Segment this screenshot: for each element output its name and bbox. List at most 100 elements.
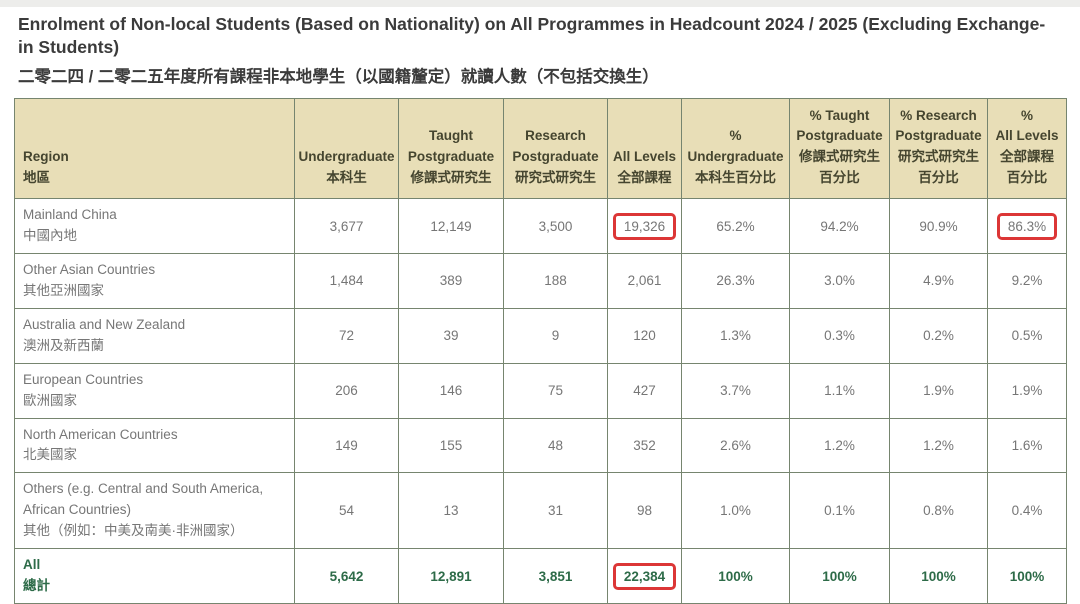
highlight-box: 86.3% <box>996 212 1058 240</box>
region-name-en: Other Asian Countries <box>23 262 156 278</box>
column-header-taught-postgraduate: Taught Postgraduate 修課式研究生 <box>398 98 504 200</box>
highlight-box: 19,326 <box>612 212 677 240</box>
column-header-pct-research-postgraduate: % Research Postgraduate 研究式研究生 百分比 <box>889 98 988 200</box>
column-header-pct-all-levels: % All Levels 全部課程 百分比 <box>987 98 1067 200</box>
column-header-region: Region 地區 <box>14 98 295 200</box>
value-cell: 0.3% <box>789 307 890 364</box>
value-cell: 1.9% <box>987 362 1067 419</box>
column-header-all-levels: All Levels 全部課程 <box>607 98 682 200</box>
value-cell: 0.5% <box>987 307 1067 364</box>
column-header-label-en: % Taught Postgraduate <box>796 107 883 144</box>
column-header-label-zh: 本科生 <box>326 170 367 186</box>
value-cell: 1.6% <box>987 417 1067 474</box>
value-cell: 352 <box>607 417 682 474</box>
value-cell: 31 <box>503 472 608 550</box>
value-cell: 1.2% <box>789 417 890 474</box>
region-cell: Other Asian Countries 其他亞洲國家 <box>14 253 295 309</box>
header-row: Region 地區 Undergraduate 本科生 Taught Postg… <box>14 98 1067 200</box>
value-cell: 100% <box>889 548 988 604</box>
value-cell: 100% <box>987 548 1067 604</box>
value-cell: 389 <box>398 253 504 309</box>
value-cell: 100% <box>789 548 890 604</box>
value-cell: 94.2% <box>789 198 890 255</box>
region-name-en: Australia and New Zealand <box>23 316 186 332</box>
value-cell: 2.6% <box>681 417 790 474</box>
region-name-en: All <box>23 557 41 573</box>
value-cell: 75 <box>503 362 608 419</box>
region-name-zh: 中國內地 <box>23 228 77 244</box>
value-cell: 3,500 <box>503 198 608 255</box>
title-block: Enrolment of Non-local Students (Based o… <box>0 7 1080 87</box>
enrolment-table: Region 地區 Undergraduate 本科生 Taught Postg… <box>14 98 1067 604</box>
column-header-label-en: Region <box>23 149 69 165</box>
value-cell: 9 <box>503 307 608 364</box>
table-row-mainland-china: Mainland China 中國內地 3,677 12,149 3,500 1… <box>14 198 1067 255</box>
value-cell: 1.1% <box>789 362 890 419</box>
region-name-zh: 歐洲國家 <box>23 392 77 408</box>
table-row-other-asian: Other Asian Countries 其他亞洲國家 1,484 389 1… <box>14 253 1067 309</box>
region-name-zh: 北美國家 <box>23 447 77 463</box>
region-name-zh: 其他亞洲國家 <box>23 282 104 298</box>
value-cell: 86.3% <box>987 198 1067 255</box>
value-cell: 0.8% <box>889 472 988 550</box>
column-header-research-postgraduate: Research Postgraduate 研究式研究生 <box>503 98 608 200</box>
value-cell: 54 <box>294 472 399 550</box>
value-cell: 12,149 <box>398 198 504 255</box>
column-header-label-en: % All Levels <box>995 107 1059 144</box>
value-cell: 0.1% <box>789 472 890 550</box>
column-header-label-zh: 全部課程 <box>617 170 672 186</box>
value-cell: 1.9% <box>889 362 988 419</box>
value-cell: 1.2% <box>889 417 988 474</box>
value-cell: 3.0% <box>789 253 890 309</box>
value-cell: 3.7% <box>681 362 790 419</box>
value-cell: 22,384 <box>607 548 682 604</box>
column-header-label-en: Taught Postgraduate <box>407 128 495 165</box>
value-cell: 100% <box>681 548 790 604</box>
column-header-label-en: Undergraduate <box>298 149 395 165</box>
value-cell: 3,851 <box>503 548 608 604</box>
value-cell: 48 <box>503 417 608 474</box>
column-header-label-zh: 本科生百分比 <box>695 170 776 186</box>
value-cell: 149 <box>294 417 399 474</box>
region-name-zh: 其他（例如：中美及南美·非洲國家） <box>23 523 244 539</box>
value-cell: 155 <box>398 417 504 474</box>
table-row-australia-nz: Australia and New Zealand 澳洲及新西蘭 72 39 9… <box>14 307 1067 364</box>
region-cell: European Countries 歐洲國家 <box>14 362 295 419</box>
table-row-others: Others (e.g. Central and South America, … <box>14 472 1067 550</box>
column-header-label-zh: 地區 <box>23 170 50 186</box>
value-cell: 4.9% <box>889 253 988 309</box>
column-header-label-zh: 全部課程 百分比 <box>1000 149 1054 186</box>
value-cell: 120 <box>607 307 682 364</box>
page-subtitle: 二零二四 / 二零二五年度所有課程非本地學生（以國籍釐定）就讀人數（不包括交換生… <box>18 68 659 87</box>
column-header-pct-taught-postgraduate: % Taught Postgraduate 修課式研究生 百分比 <box>789 98 890 200</box>
region-cell: Mainland China 中國內地 <box>14 198 295 255</box>
value-cell: 72 <box>294 307 399 364</box>
table-row-total: All 總計 5,642 12,891 3,851 22,384 100% 10… <box>14 548 1067 604</box>
region-name-zh: 澳洲及新西蘭 <box>23 337 104 353</box>
column-header-label-zh: 研究式研究生 百分比 <box>898 149 979 186</box>
value-cell: 90.9% <box>889 198 988 255</box>
value-cell: 2,061 <box>607 253 682 309</box>
value-cell: 206 <box>294 362 399 419</box>
value-cell: 26.3% <box>681 253 790 309</box>
value-cell: 427 <box>607 362 682 419</box>
region-name-zh: 總計 <box>23 578 50 594</box>
table-row-north-american: North American Countries 北美國家 149 155 48… <box>14 417 1067 474</box>
region-cell: Australia and New Zealand 澳洲及新西蘭 <box>14 307 295 364</box>
table-row-european: European Countries 歐洲國家 206 146 75 427 3… <box>14 362 1067 419</box>
value-cell: 1.3% <box>681 307 790 364</box>
value-cell: 188 <box>503 253 608 309</box>
value-cell: 0.4% <box>987 472 1067 550</box>
column-header-label-zh: 修課式研究生 <box>410 170 492 186</box>
value-cell: 3,677 <box>294 198 399 255</box>
region-cell: Others (e.g. Central and South America, … <box>14 472 295 550</box>
column-header-label-en: % Undergraduate <box>687 128 784 165</box>
column-header-label-zh: 修課式研究生 百分比 <box>799 149 880 186</box>
value-cell: 12,891 <box>398 548 504 604</box>
region-name-en: Mainland China <box>23 207 117 223</box>
value-cell: 39 <box>398 307 504 364</box>
value-cell: 19,326 <box>607 198 682 255</box>
value-cell: 9.2% <box>987 253 1067 309</box>
value-cell: 5,642 <box>294 548 399 604</box>
value-cell: 146 <box>398 362 504 419</box>
